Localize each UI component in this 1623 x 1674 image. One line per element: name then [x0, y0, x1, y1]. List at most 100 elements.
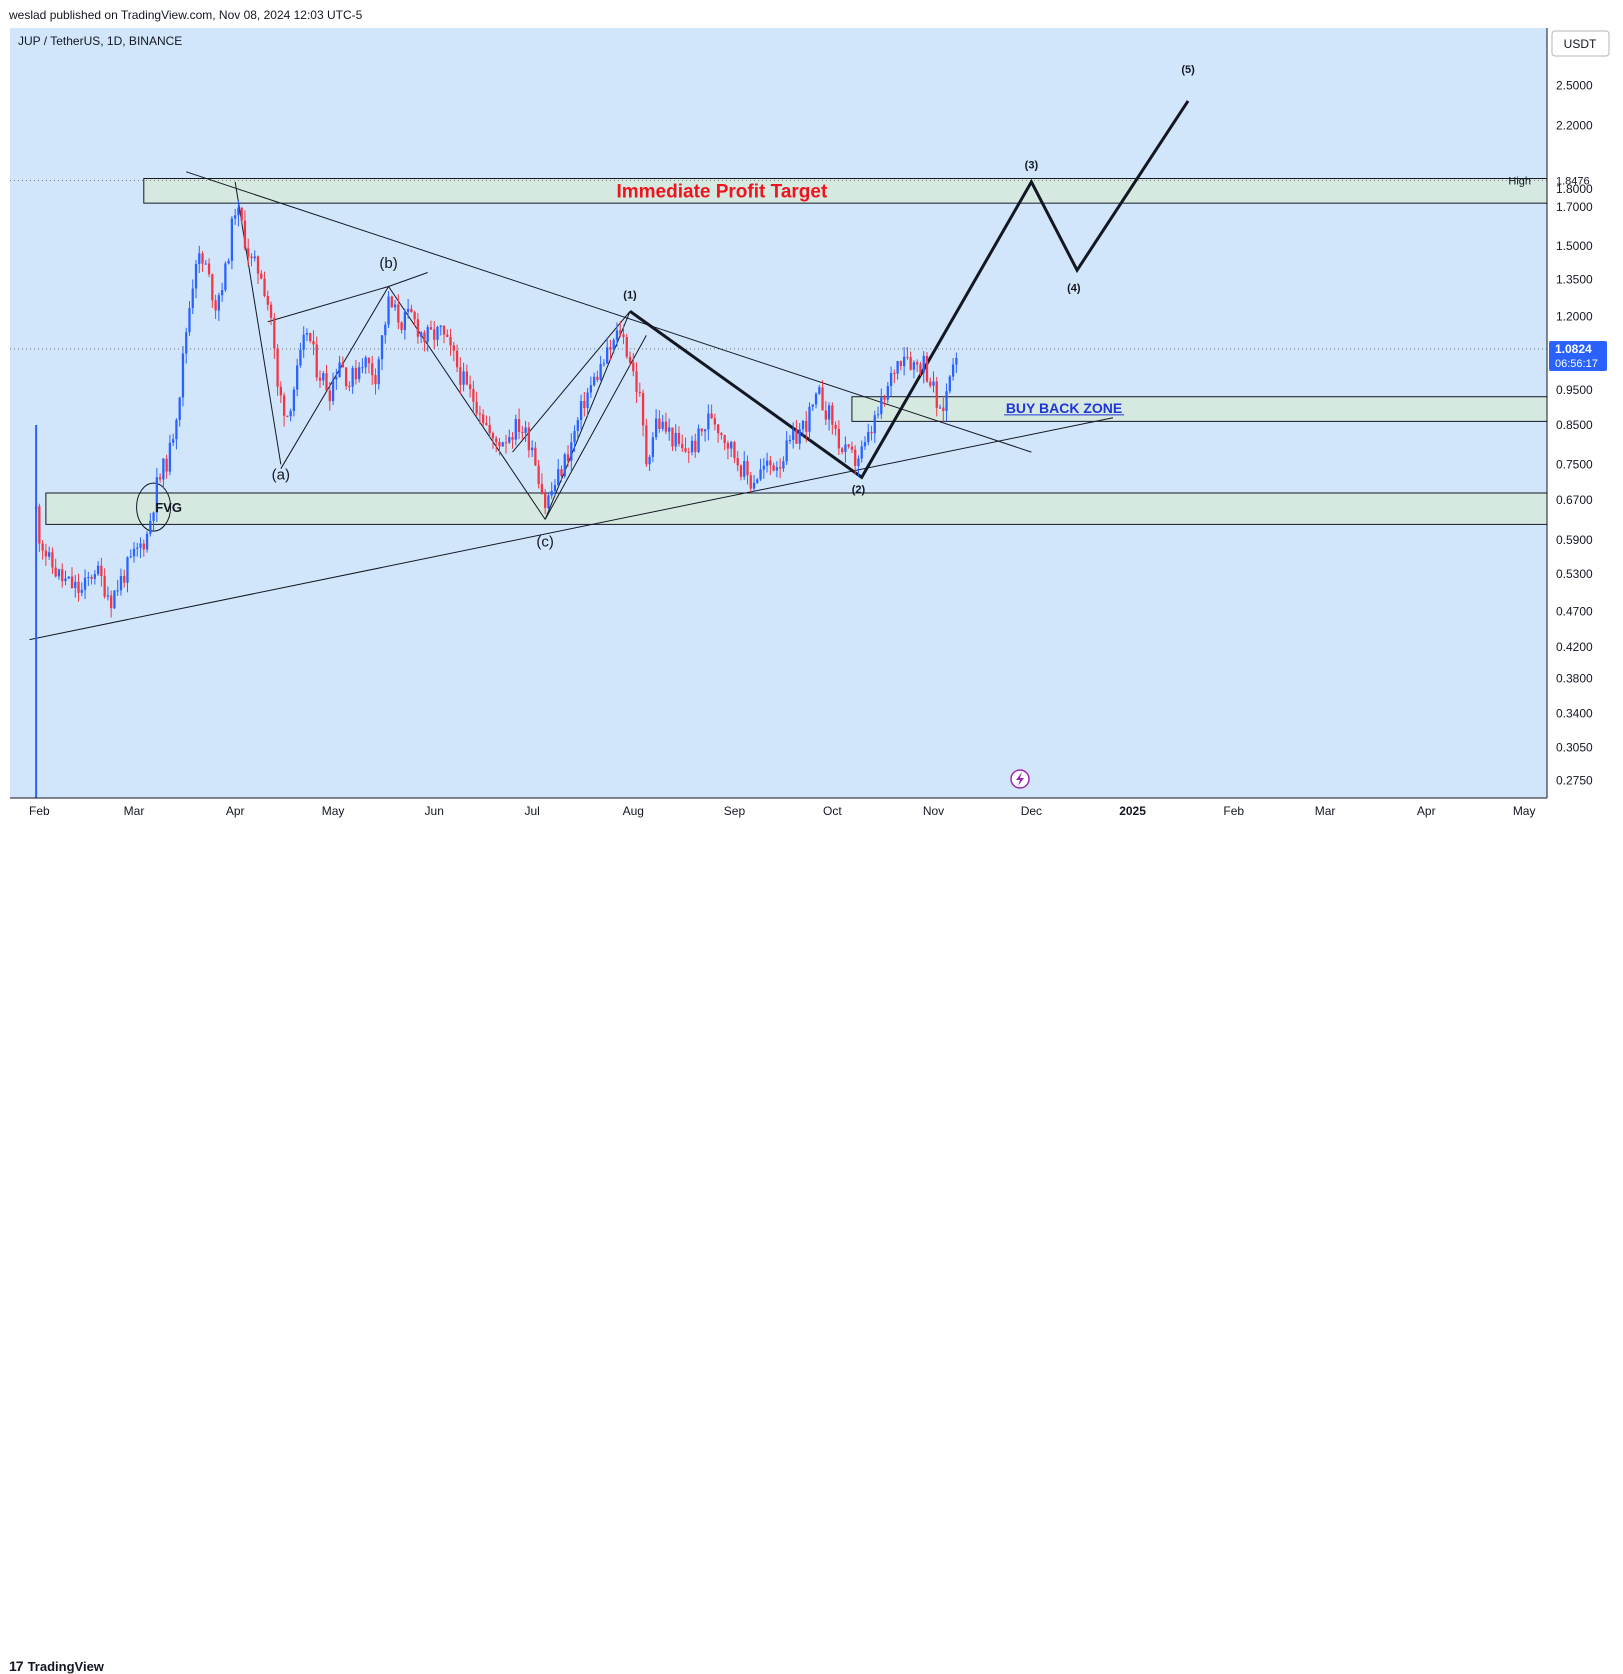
- price-tick-label: 2.5000: [1556, 78, 1593, 92]
- candle: [279, 381, 282, 403]
- candle-body: [818, 387, 821, 394]
- candle: [302, 326, 305, 358]
- candle: [632, 353, 635, 377]
- candle: [338, 355, 341, 378]
- candle: [377, 356, 380, 390]
- candle-body: [449, 336, 452, 346]
- tradingview-logo[interactable]: 17 TradingView: [9, 1658, 104, 1674]
- currency-button[interactable]: USDT: [1551, 30, 1610, 57]
- candle-body: [93, 574, 96, 579]
- candle-body: [654, 418, 658, 438]
- candle-body: [61, 569, 64, 582]
- candle-body: [263, 278, 266, 297]
- candle: [743, 451, 746, 480]
- candle-body: [606, 347, 609, 364]
- candle-body: [279, 386, 282, 396]
- candle-body: [478, 413, 482, 415]
- candle: [380, 335, 384, 371]
- candle: [831, 402, 834, 435]
- candle: [730, 440, 733, 458]
- candle-body: [589, 385, 593, 393]
- candle-body: [256, 256, 260, 274]
- candle: [942, 397, 945, 423]
- time-tick-label: Dec: [1021, 804, 1042, 818]
- candle-body: [537, 465, 540, 484]
- candle: [406, 299, 410, 319]
- high-label: High: [1508, 176, 1531, 188]
- elliott-projection-path: [629, 100, 1190, 480]
- pattern-line: [280, 286, 389, 469]
- candle-body: [266, 296, 269, 305]
- candle: [857, 455, 860, 478]
- candle-body: [785, 440, 788, 462]
- candle-body: [501, 442, 504, 447]
- candle-body: [348, 385, 351, 387]
- candle-body: [455, 350, 459, 368]
- candle-body: [840, 448, 844, 452]
- candle-body: [792, 429, 795, 441]
- candle: [165, 454, 168, 479]
- candle-body: [468, 384, 472, 390]
- candle-body: [273, 317, 276, 349]
- candle-body: [201, 253, 204, 264]
- candle: [178, 396, 181, 427]
- candle-body: [413, 311, 416, 320]
- candle: [932, 371, 935, 393]
- candle: [557, 459, 560, 487]
- currency-label: USDT: [1564, 37, 1597, 51]
- candle-body: [224, 263, 227, 291]
- publisher-bar: weslad published on TradingView.com, Nov…: [0, 0, 1623, 28]
- candle: [149, 513, 152, 537]
- candle-body: [635, 371, 638, 392]
- candle-body: [220, 290, 224, 296]
- candle: [90, 574, 93, 585]
- lightning-icon[interactable]: [1010, 769, 1030, 789]
- candle-body: [312, 341, 315, 345]
- candle-body: [276, 348, 279, 387]
- candle: [906, 346, 909, 361]
- candle: [472, 380, 475, 413]
- candle: [230, 215, 234, 270]
- candle: [269, 301, 273, 326]
- candle: [814, 392, 818, 409]
- candle: [674, 424, 677, 452]
- candle: [723, 434, 726, 451]
- candle: [840, 446, 844, 455]
- candle: [485, 415, 488, 426]
- candle: [955, 352, 958, 373]
- candle-body: [123, 576, 126, 583]
- candle-body: [576, 420, 579, 431]
- candle-body: [876, 414, 880, 416]
- candle: [80, 582, 83, 597]
- candle-body: [942, 407, 945, 411]
- candle-body: [406, 308, 410, 312]
- candle-body: [354, 367, 358, 380]
- candle: [749, 471, 752, 493]
- candle-body: [909, 357, 912, 370]
- candle: [746, 455, 749, 485]
- candle: [736, 451, 739, 472]
- time-tick-label: Nov: [923, 804, 944, 818]
- candle: [273, 312, 276, 359]
- candle-body: [880, 397, 883, 415]
- price-axis[interactable]: 2.80002.50002.20001.80001.70001.50001.35…: [1556, 43, 1593, 788]
- candle-body: [929, 381, 932, 386]
- candle-body: [668, 427, 671, 432]
- chart-plot[interactable]: Immediate Profit Target BUY BACK ZONE FVG (…: [0, 0, 1623, 860]
- candle: [220, 282, 224, 302]
- candle: [367, 357, 371, 374]
- candle-body: [296, 365, 299, 390]
- candle-body: [922, 355, 925, 373]
- candle: [756, 478, 759, 484]
- candle: [573, 425, 576, 452]
- price-tick-label: 1.7000: [1556, 200, 1593, 214]
- time-axis[interactable]: Feb Mar Apr May Jun Jul Aug Sep Oct Nov Dec 2025 Feb…: [29, 804, 1535, 818]
- candle-body: [697, 428, 700, 452]
- candle: [583, 392, 586, 417]
- candle: [687, 447, 690, 463]
- candle-body: [769, 460, 772, 466]
- candle-body: [77, 581, 80, 593]
- candle: [155, 468, 158, 523]
- candle-body: [850, 446, 854, 450]
- candle-body: [211, 274, 214, 301]
